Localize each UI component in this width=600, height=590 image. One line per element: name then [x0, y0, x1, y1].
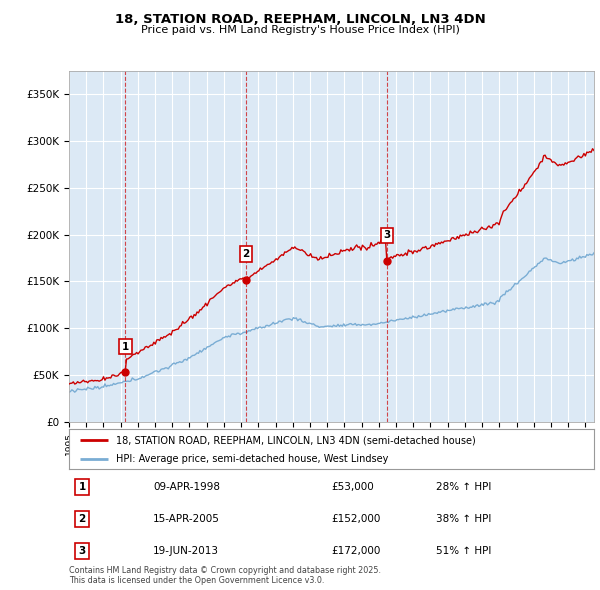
- Text: 15-APR-2005: 15-APR-2005: [153, 514, 220, 524]
- Text: 2: 2: [242, 249, 250, 259]
- Text: 1: 1: [122, 342, 129, 352]
- Text: 18, STATION ROAD, REEPHAM, LINCOLN, LN3 4DN (semi-detached house): 18, STATION ROAD, REEPHAM, LINCOLN, LN3 …: [116, 435, 476, 445]
- Text: 18, STATION ROAD, REEPHAM, LINCOLN, LN3 4DN: 18, STATION ROAD, REEPHAM, LINCOLN, LN3 …: [115, 13, 485, 26]
- Text: Price paid vs. HM Land Registry's House Price Index (HPI): Price paid vs. HM Land Registry's House …: [140, 25, 460, 35]
- Text: £152,000: £152,000: [331, 514, 381, 524]
- Text: £172,000: £172,000: [331, 546, 381, 556]
- Text: 51% ↑ HPI: 51% ↑ HPI: [437, 546, 492, 556]
- Text: 1: 1: [79, 481, 86, 491]
- Text: 3: 3: [79, 546, 86, 556]
- Text: 09-APR-1998: 09-APR-1998: [153, 481, 220, 491]
- Text: HPI: Average price, semi-detached house, West Lindsey: HPI: Average price, semi-detached house,…: [116, 454, 389, 464]
- Text: 19-JUN-2013: 19-JUN-2013: [153, 546, 219, 556]
- Text: 28% ↑ HPI: 28% ↑ HPI: [437, 481, 492, 491]
- Text: 2: 2: [79, 514, 86, 524]
- Text: £53,000: £53,000: [331, 481, 374, 491]
- Text: 3: 3: [383, 230, 391, 240]
- Text: 38% ↑ HPI: 38% ↑ HPI: [437, 514, 492, 524]
- Text: Contains HM Land Registry data © Crown copyright and database right 2025.
This d: Contains HM Land Registry data © Crown c…: [69, 566, 381, 585]
